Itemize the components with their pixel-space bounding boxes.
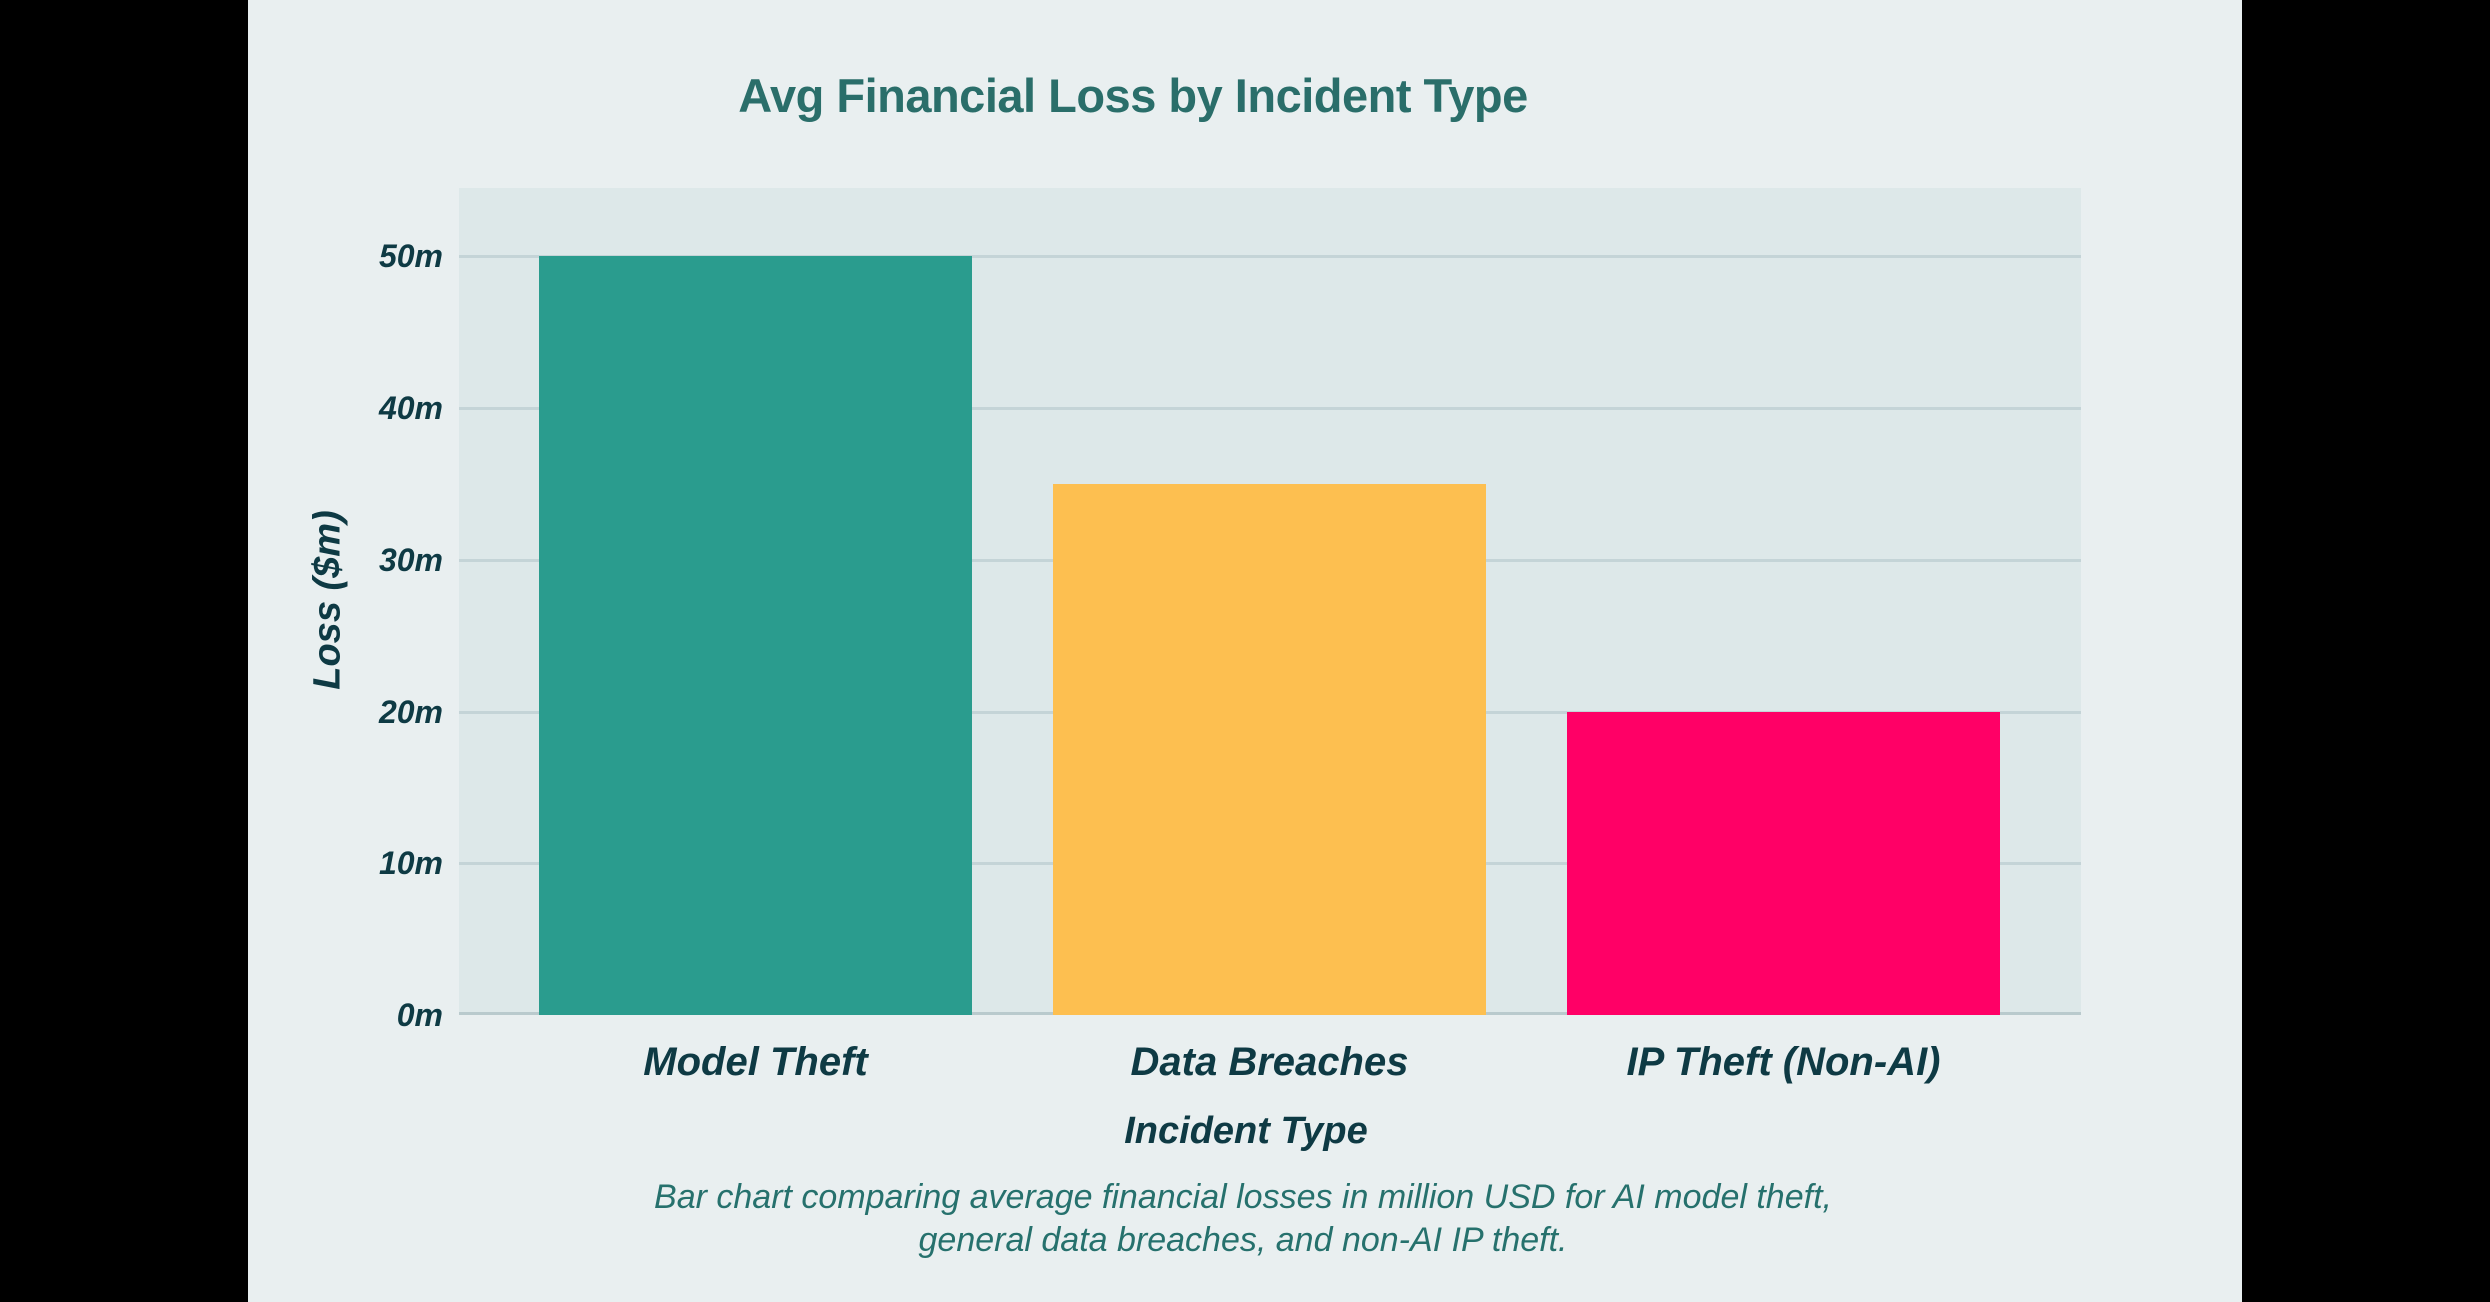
- caption-line-2: general data breaches, and non-AI IP the…: [918, 1221, 1568, 1259]
- ytick-label-10m: 10m: [378, 845, 443, 882]
- gridline-50m: [459, 255, 2081, 258]
- ytick-label-0m: 0m: [396, 997, 443, 1033]
- ytick-label-20m: 20m: [378, 693, 443, 730]
- chart-title: Avg Financial Loss by Incident Type: [738, 69, 1528, 122]
- ytick-label-50m: 50m: [378, 238, 443, 275]
- bar-data-breaches: [1053, 484, 1486, 1015]
- ytick-label-30m: 30m: [378, 541, 443, 578]
- x-axis-title: Incident Type: [1124, 1110, 1368, 1152]
- chart-caption: Bar chart comparing average financial lo…: [543, 1176, 1943, 1262]
- caption-line-1: Bar chart comparing average financial lo…: [654, 1178, 1832, 1216]
- y-axis-title: Loss ($m): [306, 510, 349, 690]
- bar-ip-theft-non-ai: [1567, 712, 2000, 1015]
- xtick-label-1: Model Theft: [643, 1040, 868, 1084]
- xtick-label-3: IP Theft (Non-AI): [1626, 1040, 1941, 1084]
- ytick-label-40m: 40m: [378, 390, 443, 427]
- bar-model-theft: [539, 256, 972, 1015]
- xtick-label-2: Data Breaches: [1130, 1040, 1409, 1084]
- figure-canvas: Avg Financial Loss by Incident Type Loss…: [248, 0, 2242, 1302]
- plot-area: [459, 188, 2081, 1015]
- gridline-40m: [459, 407, 2081, 410]
